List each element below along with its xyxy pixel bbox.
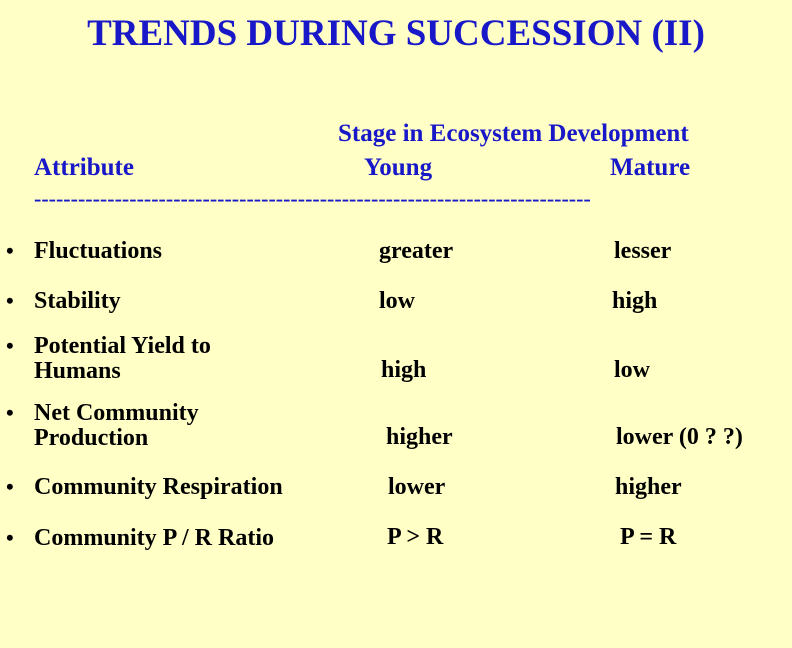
young-value: low [379,288,415,314]
attribute-net-community-production: Net Community Production [34,401,199,451]
bullet: • [6,525,14,550]
attribute-fluctuations: Fluctuations [34,238,163,264]
mature-value: high [612,288,658,314]
attribute-header: Attribute [34,154,134,181]
attribute-stability: Stability [34,288,121,314]
attribute-line: Potential Yield to [34,333,211,359]
attribute-line: Net Community [34,400,199,426]
bullet: • [6,238,14,263]
mature-value: lesser [614,238,672,264]
page-title: TRENDS DURING SUCCESSION (II) [87,13,705,54]
bullet: • [6,288,14,313]
attribute-potential-yield: Potential Yield to Humans [34,334,211,384]
young-value: higher [386,424,453,450]
mature-value: low [614,357,650,383]
attribute-community-respiration: Community Respiration [34,474,283,500]
bullet: • [6,400,14,425]
attribute-community-pr-ratio: Community P / R Ratio [34,525,274,551]
young-value: high [381,357,427,383]
mature-value: lower (0 ? ?) [616,424,743,450]
bullet: • [6,474,14,499]
mature-value: higher [615,474,682,500]
young-value: greater [379,238,454,264]
young-value: lower [388,474,446,500]
attribute-line: Production [34,425,149,451]
young-header: Young [364,154,433,181]
bullet: • [6,333,14,358]
header-divider: ----------------------------------------… [34,188,591,210]
young-value: P > R [387,524,444,550]
stage-header: Stage in Ecosystem Development [338,120,689,147]
mature-value: P = R [620,524,677,550]
mature-header: Mature [610,154,691,181]
attribute-line: Humans [34,358,121,384]
